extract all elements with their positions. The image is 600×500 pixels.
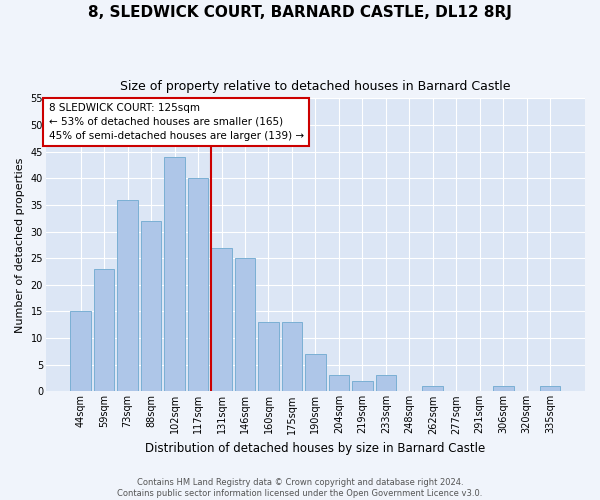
Bar [164,157,185,392]
Bar [141,221,161,392]
Bar [94,269,115,392]
Bar [376,376,396,392]
Bar [422,386,443,392]
Text: 8, SLEDWICK COURT, BARNARD CASTLE, DL12 8RJ: 8, SLEDWICK COURT, BARNARD CASTLE, DL12 … [88,5,512,20]
Title: Size of property relative to detached houses in Barnard Castle: Size of property relative to detached ho… [120,80,511,93]
Bar [493,386,514,392]
Bar [352,380,373,392]
Text: 8 SLEDWICK COURT: 125sqm
← 53% of detached houses are smaller (165)
45% of semi-: 8 SLEDWICK COURT: 125sqm ← 53% of detach… [49,102,304,141]
Bar [235,258,256,392]
Bar [258,322,279,392]
Bar [211,248,232,392]
Bar [305,354,326,392]
Bar [329,376,349,392]
Y-axis label: Number of detached properties: Number of detached properties [15,157,25,332]
Bar [70,312,91,392]
Bar [117,200,138,392]
X-axis label: Distribution of detached houses by size in Barnard Castle: Distribution of detached houses by size … [145,442,485,455]
Text: Contains HM Land Registry data © Crown copyright and database right 2024.
Contai: Contains HM Land Registry data © Crown c… [118,478,482,498]
Bar [540,386,560,392]
Bar [188,178,208,392]
Bar [281,322,302,392]
